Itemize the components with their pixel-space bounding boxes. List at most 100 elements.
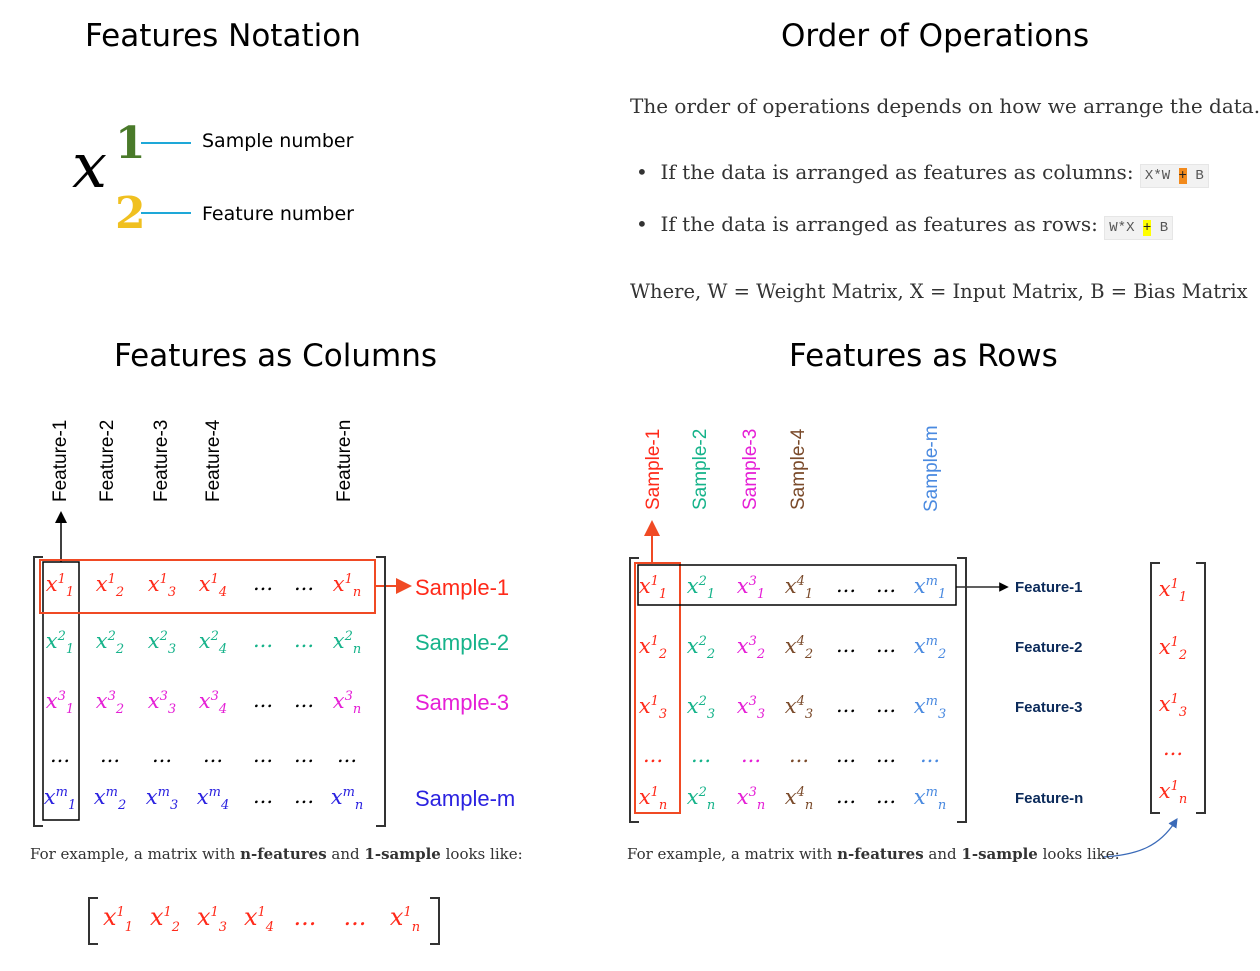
- cell-ellipsis: ...: [336, 743, 358, 767]
- cell-x2-n: x2n: [686, 785, 716, 814]
- code-plus-orange: +: [1178, 168, 1187, 184]
- caption-text: looks like:: [1037, 845, 1120, 863]
- columns-caption: For example, a matrix with n-features an…: [30, 845, 523, 863]
- caption-bold: n-features: [837, 845, 924, 863]
- cell-ellipsis: ...: [202, 743, 224, 767]
- feature-n-label: Feature-n: [1015, 790, 1084, 807]
- cell-x3-4: x34: [198, 689, 228, 718]
- matrix-right-bracket: [376, 556, 386, 827]
- matrix-left-bracket: [629, 557, 639, 823]
- cell-ellipsis: ...: [788, 743, 810, 767]
- code-b: B: [1195, 168, 1204, 184]
- vec-x1-2: x12: [1158, 635, 1188, 664]
- cell-ellipsis: ...: [293, 628, 315, 652]
- col-vector-left-bracket: [1150, 562, 1160, 814]
- cell-ellipsis: ...: [919, 743, 941, 767]
- cell-x2-2: x22: [95, 629, 125, 658]
- row-vector-right-bracket: [430, 897, 440, 945]
- row-header-sample-4: Sample-4: [788, 428, 809, 510]
- vec-ellipsis: ...: [1162, 736, 1184, 760]
- cell-x4-2: x42: [784, 634, 814, 663]
- caption-text: looks like:: [440, 845, 523, 863]
- cell-xm-2: xm2: [93, 785, 127, 814]
- bullet-rows: • If the data is arranged as features as…: [636, 212, 1174, 240]
- sample-1-label: Sample-1: [415, 575, 510, 600]
- caption-text: and: [326, 845, 365, 863]
- bullet-dot: •: [636, 212, 648, 236]
- cell-ellipsis: ...: [835, 573, 857, 597]
- vec-x1-3: x13: [196, 903, 228, 935]
- where-legend: Where, W = Weight Matrix, X = Input Matr…: [630, 280, 1248, 303]
- cell-ellipsis: ...: [151, 743, 173, 767]
- cell-ellipsis: ...: [252, 743, 274, 767]
- cell-x1-3: x13: [147, 572, 177, 601]
- caption-bold: n-features: [240, 845, 327, 863]
- vec-x1-2: x12: [149, 903, 181, 935]
- cell-x2-3: x23: [147, 629, 177, 658]
- code-plus-yellow: +: [1142, 220, 1152, 236]
- cell-ellipsis: ...: [252, 784, 274, 808]
- cell-x3-2: x32: [95, 689, 125, 718]
- row-header-sample-m: Sample-m: [921, 425, 942, 512]
- matrix-right-bracket: [957, 557, 967, 823]
- feature-1-row-box: [637, 564, 957, 606]
- vec-x1-1: x11: [1158, 577, 1188, 606]
- features-notation-title: Features Notation: [85, 18, 361, 54]
- vec-x1-n: x1n: [1158, 779, 1188, 808]
- code-xw: X*W: [1144, 168, 1171, 184]
- cell-ellipsis: ...: [875, 784, 897, 808]
- features-as-rows-title: Features as Rows: [789, 338, 1058, 374]
- notation-x: x: [72, 129, 107, 202]
- feature-1-label: Feature-1: [1015, 579, 1083, 596]
- vec-x1-4: x14: [243, 903, 275, 935]
- code-b: B: [1159, 220, 1169, 236]
- sample-1-column-box: [634, 562, 681, 814]
- vec-x1-3: x13: [1158, 692, 1188, 721]
- vec-ellipsis: ...: [343, 903, 367, 931]
- cell-xm-3: xm3: [913, 694, 947, 723]
- curved-arrow: [1101, 817, 1178, 858]
- cell-ellipsis: ...: [875, 743, 897, 767]
- cell-x1-4: x14: [198, 572, 228, 601]
- bullet-dot: •: [636, 160, 648, 184]
- code-columns: X*W + B: [1139, 164, 1209, 188]
- cell-ellipsis: ...: [252, 571, 274, 595]
- cell-ellipsis: ...: [835, 784, 857, 808]
- row-header-sample-2: Sample-2: [690, 428, 711, 510]
- cell-xm-3: xm3: [145, 785, 179, 814]
- cell-xm-4: xm4: [196, 785, 230, 814]
- row-header-sample-3: Sample-3: [740, 428, 761, 510]
- vec-x1-1: x11: [102, 903, 134, 935]
- bullet-rows-text: If the data is arranged as features as r…: [660, 212, 1098, 236]
- cell-ellipsis: ...: [293, 784, 315, 808]
- feature-number-label: Feature number: [202, 203, 354, 225]
- bullet-columns: • If the data is arranged as features as…: [636, 160, 1209, 188]
- caption-text: For example, a matrix with: [627, 845, 838, 863]
- cell-x4-1: x41: [784, 574, 814, 603]
- cell-x3-2: x32: [736, 634, 766, 663]
- cell-x1-3: x13: [638, 694, 668, 723]
- cell-x1-1: x11: [638, 574, 668, 603]
- cell-ellipsis: ...: [690, 743, 712, 767]
- cell-x3-3: x33: [147, 689, 177, 718]
- cell-x1-2: x12: [95, 572, 125, 601]
- cell-x2-3: x23: [686, 694, 716, 723]
- cell-ellipsis: ...: [875, 573, 897, 597]
- cell-xm-2: xm2: [913, 634, 947, 663]
- cell-x3-1: x31: [736, 574, 766, 603]
- caption-bold: 1-sample: [364, 845, 441, 863]
- cell-x1-2: x12: [638, 634, 668, 663]
- matrix-left-bracket: [33, 556, 43, 827]
- cell-x4-3: x43: [784, 694, 814, 723]
- cell-xm-1: xm1: [913, 574, 947, 603]
- sample-number-label: Sample number: [202, 130, 354, 152]
- cell-x3-n: x3n: [736, 785, 766, 814]
- sample-m-label: Sample-m: [415, 786, 516, 811]
- cell-x3-1: x31: [45, 689, 75, 718]
- cell-ellipsis: ...: [875, 693, 897, 717]
- cell-x4-n: x4n: [784, 785, 814, 814]
- cell-ellipsis: ...: [835, 693, 857, 717]
- cell-xm-1: xm1: [43, 785, 77, 814]
- cell-xm-n: xmn: [913, 785, 947, 814]
- caption-text: and: [923, 845, 962, 863]
